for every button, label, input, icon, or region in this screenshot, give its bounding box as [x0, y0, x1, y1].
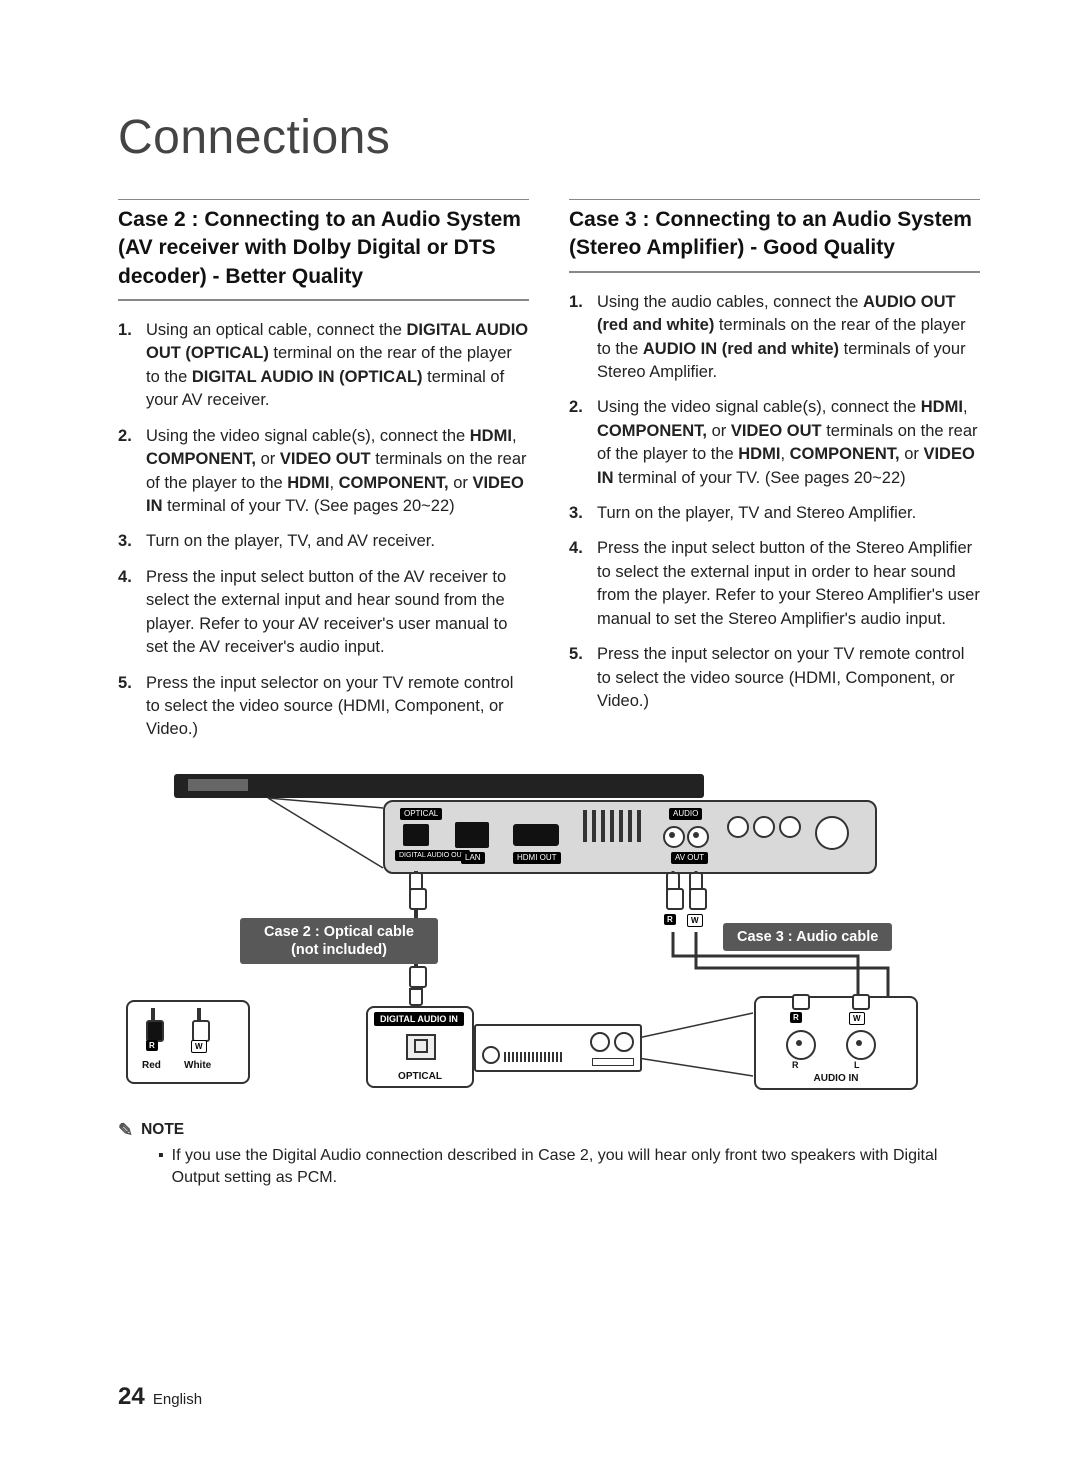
r-circ-label: R	[792, 1060, 799, 1070]
case2-cable-label: Case 2 : Optical cable (not included)	[240, 918, 438, 964]
audio-plug-r	[666, 872, 680, 910]
audio-out-r	[663, 826, 685, 848]
list-item: Using an optical cable, connect the DIGI…	[118, 319, 529, 413]
chapter-title: Connections	[118, 110, 980, 165]
ports-panel: OPTICAL DIGITAL AUDIO OUT LAN HDMI OUT A…	[383, 800, 877, 874]
plug-w-tag: W	[687, 914, 703, 927]
note-bullet: ▪	[158, 1145, 164, 1190]
optical-plug-top	[409, 872, 423, 910]
optical-port	[403, 824, 429, 846]
amp-illustration	[474, 1024, 642, 1072]
audio-in-l-jack	[846, 1030, 876, 1060]
case3-steps: Using the audio cables, connect the AUDI…	[569, 291, 980, 714]
list-item: Press the input selector on your TV remo…	[118, 672, 529, 742]
legend-w-tag: W	[191, 1040, 207, 1053]
language-label: English	[153, 1391, 202, 1408]
list-item: Using the video signal cable(s), connect…	[118, 425, 529, 519]
list-item: Turn on the player, TV, and AV receiver.	[118, 530, 529, 553]
component-jack	[779, 816, 801, 838]
hdmi-port	[513, 824, 559, 846]
page-footer: 24 English	[118, 1383, 202, 1411]
l-circ-label: L	[854, 1060, 860, 1070]
list-item: Turn on the player, TV and Stereo Amplif…	[569, 502, 980, 525]
white-label: White	[184, 1060, 211, 1071]
note-heading: NOTE	[141, 1121, 184, 1139]
audio-in-r-tag: R	[790, 1012, 802, 1023]
player-silhouette	[174, 774, 704, 798]
case2-column: Case 2 : Connecting to an Audio System (…	[118, 199, 529, 754]
list-item: Press the input selector on your TV remo…	[569, 643, 980, 713]
video-jack	[815, 816, 849, 850]
lan-port	[455, 822, 489, 848]
player-vent	[188, 779, 248, 791]
lan-port-tag: LAN	[461, 852, 485, 864]
plug-r-tag: R	[664, 914, 676, 925]
audio-plug-w	[689, 872, 703, 910]
optical-plug-bottom	[409, 968, 423, 1006]
legend-r-tag: R	[146, 1040, 158, 1051]
list-item: Press the input select button of the AV …	[118, 566, 529, 660]
optical-label: OPTICAL	[368, 1071, 472, 1082]
audio-in-box: R W R L AUDIO IN	[754, 996, 918, 1090]
list-item: Using the audio cables, connect the AUDI…	[569, 291, 980, 385]
audio-port-tag: AUDIO	[669, 808, 702, 820]
audio-in-w-tag: W	[849, 1012, 865, 1025]
audio-out-l	[687, 826, 709, 848]
case3-heading: Case 3 : Connecting to an Audio System (…	[569, 206, 980, 263]
optical-port-tag: OPTICAL	[400, 808, 442, 820]
note-icon: ✎	[118, 1120, 133, 1141]
component-jack	[753, 816, 775, 838]
rca-plug-legend: R W Red White	[126, 1000, 250, 1084]
note-text: If you use the Digital Audio connection …	[172, 1145, 980, 1190]
connection-diagram: OPTICAL DIGITAL AUDIO OUT LAN HDMI OUT A…	[118, 768, 980, 1098]
hdmi-out-tag: HDMI OUT	[513, 852, 561, 864]
page-number: 24	[118, 1383, 145, 1410]
case3-cable-label: Case 3 : Audio cable	[723, 923, 892, 951]
list-item: Using the video signal cable(s), connect…	[569, 396, 980, 490]
digital-audio-out-tag: DIGITAL AUDIO OUT	[395, 850, 470, 861]
audio-in-r-jack	[786, 1030, 816, 1060]
list-item: Press the input select button of the Ste…	[569, 537, 980, 631]
digital-audio-in-box: DIGITAL AUDIO IN OPTICAL	[366, 1006, 474, 1088]
av-out-tag: AV OUT	[671, 852, 708, 864]
audio-in-label: AUDIO IN	[756, 1073, 916, 1084]
case2-steps: Using an optical cable, connect the DIGI…	[118, 319, 529, 742]
vent-grille	[583, 810, 643, 842]
red-label: Red	[142, 1060, 161, 1071]
component-jack	[727, 816, 749, 838]
digital-audio-in-tag: DIGITAL AUDIO IN	[374, 1012, 464, 1026]
note-block: ✎ NOTE ▪ If you use the Digital Audio co…	[118, 1120, 980, 1190]
optical-in-port	[406, 1034, 436, 1060]
case3-column: Case 3 : Connecting to an Audio System (…	[569, 199, 980, 754]
case2-heading: Case 2 : Connecting to an Audio System (…	[118, 206, 529, 291]
